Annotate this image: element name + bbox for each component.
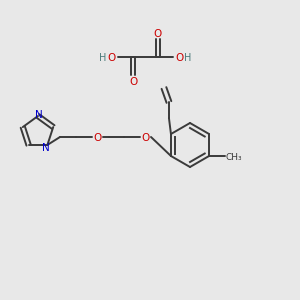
Text: O: O bbox=[94, 133, 102, 143]
Text: O: O bbox=[108, 53, 116, 63]
Text: O: O bbox=[175, 53, 183, 63]
Text: CH₃: CH₃ bbox=[226, 152, 242, 161]
Text: O: O bbox=[142, 133, 150, 143]
Text: O: O bbox=[154, 29, 162, 39]
Text: N: N bbox=[41, 143, 49, 153]
Text: H: H bbox=[99, 53, 107, 63]
Text: O: O bbox=[129, 77, 137, 87]
Text: H: H bbox=[184, 53, 192, 63]
Text: N: N bbox=[35, 110, 43, 120]
